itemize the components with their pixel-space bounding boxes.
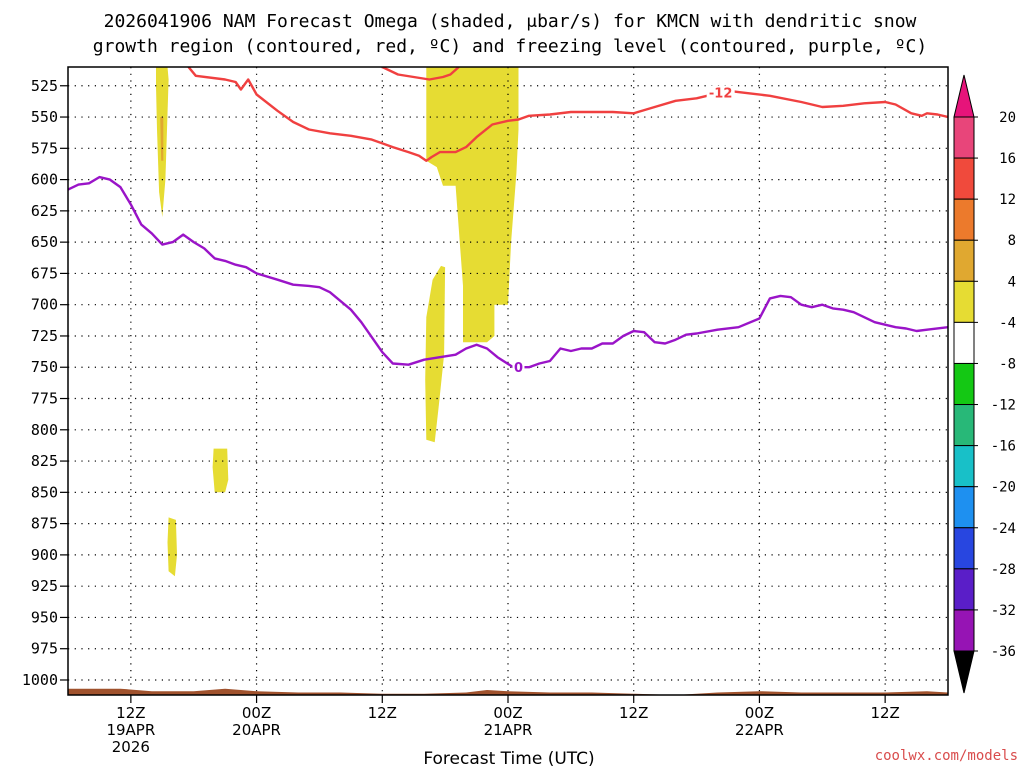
x-tick-label-18-2: 20APR — [232, 721, 281, 739]
contour-line-2 — [68, 175, 948, 369]
terrain-layer — [68, 688, 948, 695]
colorbar-swatch-10 — [953, 527, 975, 570]
y-tick-label-525: 525 — [31, 77, 58, 95]
colorbar-swatch-8 — [953, 445, 975, 488]
y-tick-label-750: 750 — [31, 358, 58, 376]
x-tick-label-18-1: 00Z — [242, 704, 271, 722]
x-tick-label-6-3: 2026 — [112, 738, 150, 756]
contour-label-bg-2 — [512, 360, 525, 375]
colorbar-label-10: -24 — [991, 521, 1016, 537]
colorbar-label-6: -8 — [999, 356, 1016, 372]
colorbar-label-2: 12 — [999, 192, 1016, 208]
colorbar-swatch-9 — [953, 486, 975, 529]
colorbar-label-8: -16 — [991, 439, 1016, 455]
chart-title-line2: growth region (contoured, red, ºC) and f… — [93, 36, 927, 57]
x-tick-label-66-2: 22APR — [735, 721, 784, 739]
y-tick-label-950: 950 — [31, 608, 58, 626]
y-tick-label-725: 725 — [31, 327, 58, 345]
colorbar: 20 16 12 8 4 -4 -8 -12 -16 -20 -24 -28 -32 -36 — [953, 74, 1016, 694]
contour-line-0 — [187, 67, 948, 163]
x-tick-label-30-1: 12Z — [368, 704, 397, 722]
y-tick-label-975: 975 — [31, 640, 58, 658]
x-tick-label-6-1: 12Z — [116, 704, 145, 722]
y-tick-label-875: 875 — [31, 515, 58, 533]
contour-label-0: -12 — [709, 87, 733, 102]
x-tick-label-42-1: 00Z — [493, 704, 522, 722]
omega-region-5 — [167, 517, 177, 577]
y-tick-label-575: 575 — [31, 139, 58, 157]
y-tick-label-600: 600 — [31, 171, 58, 189]
omega-region-1 — [160, 117, 164, 161]
omega-region-2 — [426, 67, 519, 343]
colorbar-swatch-2 — [953, 198, 975, 241]
colorbar-swatch-12 — [953, 609, 975, 652]
x-tick-label-78-1: 12Z — [870, 704, 899, 722]
colorbar-swatch-0 — [953, 116, 975, 159]
colorbar-swatch-6 — [953, 362, 975, 406]
grid-layer — [68, 67, 948, 695]
colorbar-bottom-arrow — [953, 650, 975, 694]
colorbar-label-9: -20 — [991, 480, 1016, 496]
colorbar-top-arrow — [953, 74, 975, 118]
contour-line-1 — [381, 67, 460, 81]
y-tick-label-1000: 1000 — [22, 671, 58, 689]
y-tick-label-825: 825 — [31, 452, 58, 470]
y-axis: 525 550 575 600 625 650 675 700 725 750 775 800 825 8… — [22, 77, 68, 689]
colorbar-label-7: -12 — [991, 398, 1016, 414]
x-axis-title: Forecast Time (UTC) — [423, 749, 594, 768]
contour-label-2: 0 — [514, 361, 523, 376]
omega-region-4 — [212, 448, 229, 493]
y-tick-label-850: 850 — [31, 483, 58, 501]
y-tick-label-775: 775 — [31, 390, 58, 408]
chart-title-line1: 2026041906 NAM Forecast Omega (shaded, μ… — [104, 11, 917, 32]
colorbar-label-5: -4 — [999, 315, 1016, 331]
y-tick-label-650: 650 — [31, 233, 58, 251]
colorbar-label-12: -32 — [991, 603, 1016, 619]
colorbar-swatch-3 — [953, 239, 975, 282]
y-tick-label-625: 625 — [31, 202, 58, 220]
colorbar-swatch-5 — [953, 321, 975, 364]
y-tick-label-675: 675 — [31, 264, 58, 282]
y-tick-label-900: 900 — [31, 546, 58, 564]
colorbar-label-1: 16 — [999, 151, 1016, 167]
x-tick-label-42-2: 21APR — [484, 721, 533, 739]
y-tick-label-800: 800 — [31, 421, 58, 439]
credit-text: coolwx.com/models — [875, 748, 1018, 764]
colorbar-label-11: -28 — [991, 562, 1016, 578]
x-tick-label-6-2: 19APR — [106, 721, 155, 739]
x-tick-label-54-1: 12Z — [619, 704, 648, 722]
y-tick-label-925: 925 — [31, 577, 58, 595]
y-tick-label-700: 700 — [31, 296, 58, 314]
colorbar-swatch-1 — [953, 157, 975, 200]
colorbar-label-0: 20 — [999, 110, 1016, 126]
colorbar-label-3: 8 — [1008, 233, 1016, 249]
y-tick-label-550: 550 — [31, 108, 58, 126]
colorbar-swatch-11 — [953, 568, 975, 611]
colorbar-swatch-7 — [953, 404, 975, 447]
contour-layer: -12 0 — [68, 67, 948, 376]
terrain-ground — [68, 688, 948, 695]
colorbar-label-4: 4 — [1008, 274, 1016, 290]
colorbar-swatch-4 — [953, 280, 975, 323]
x-tick-label-66-1: 00Z — [745, 704, 774, 722]
colorbar-label-13: -36 — [991, 644, 1016, 660]
contour-label-bg-0 — [706, 85, 735, 100]
